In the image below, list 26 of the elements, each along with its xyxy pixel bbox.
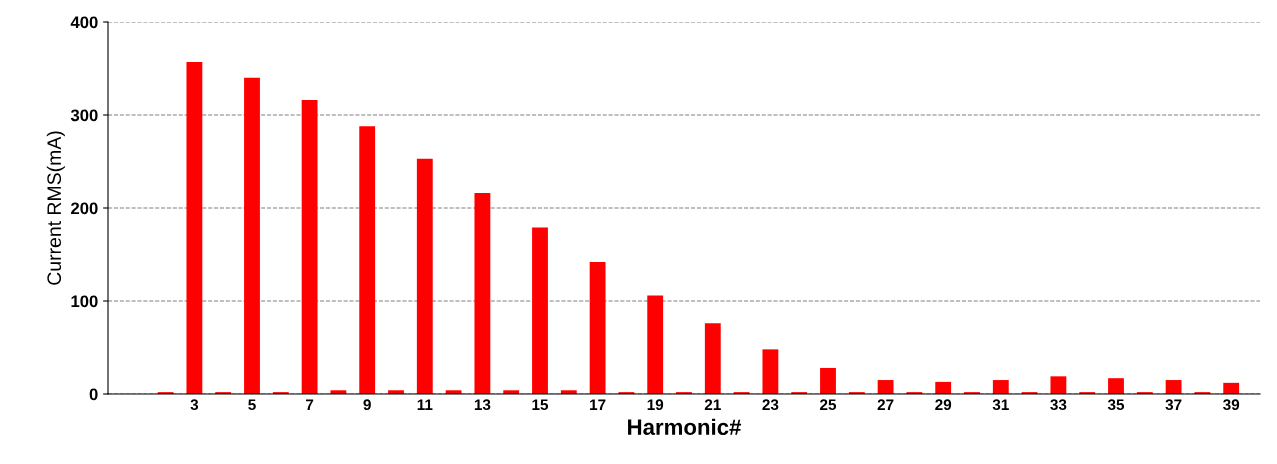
x-tick-label: 27	[877, 399, 894, 410]
y-tick-label: 400	[70, 16, 98, 29]
x-tick-label: 39	[1223, 399, 1240, 411]
y-tick-label: 200	[71, 202, 98, 215]
x-tick-label: 17	[590, 399, 606, 410]
y-tick-label: 100	[71, 295, 98, 308]
x-tick-label: 35	[1107, 399, 1125, 411]
x-tick-label: 25	[820, 399, 837, 411]
x-tick-label: 19	[647, 399, 664, 411]
y-tick-label: 300	[70, 109, 98, 122]
x-tick-label: 9	[363, 399, 371, 411]
x-tick-label: 31	[992, 399, 1009, 411]
x-tick-label: 29	[935, 399, 952, 411]
x-tick-label: 15	[532, 399, 549, 411]
x-tick-label: 13	[474, 399, 491, 411]
y-axis-title: Current RMS(mA)	[46, 131, 65, 285]
x-tick-label: 11	[417, 399, 433, 410]
x-axis-title: Harmonic#	[628, 418, 742, 435]
x-tick-label: 7	[306, 399, 314, 410]
x-tick-label: 5	[248, 399, 256, 411]
x-tick-label: 33	[1050, 399, 1067, 411]
x-tick-label: 21	[704, 399, 721, 410]
x-tick-label: 37	[1165, 399, 1182, 411]
x-tick-label: 3	[190, 399, 199, 411]
y-tick-label: 0	[89, 388, 98, 401]
x-tick-label: 23	[762, 399, 779, 411]
